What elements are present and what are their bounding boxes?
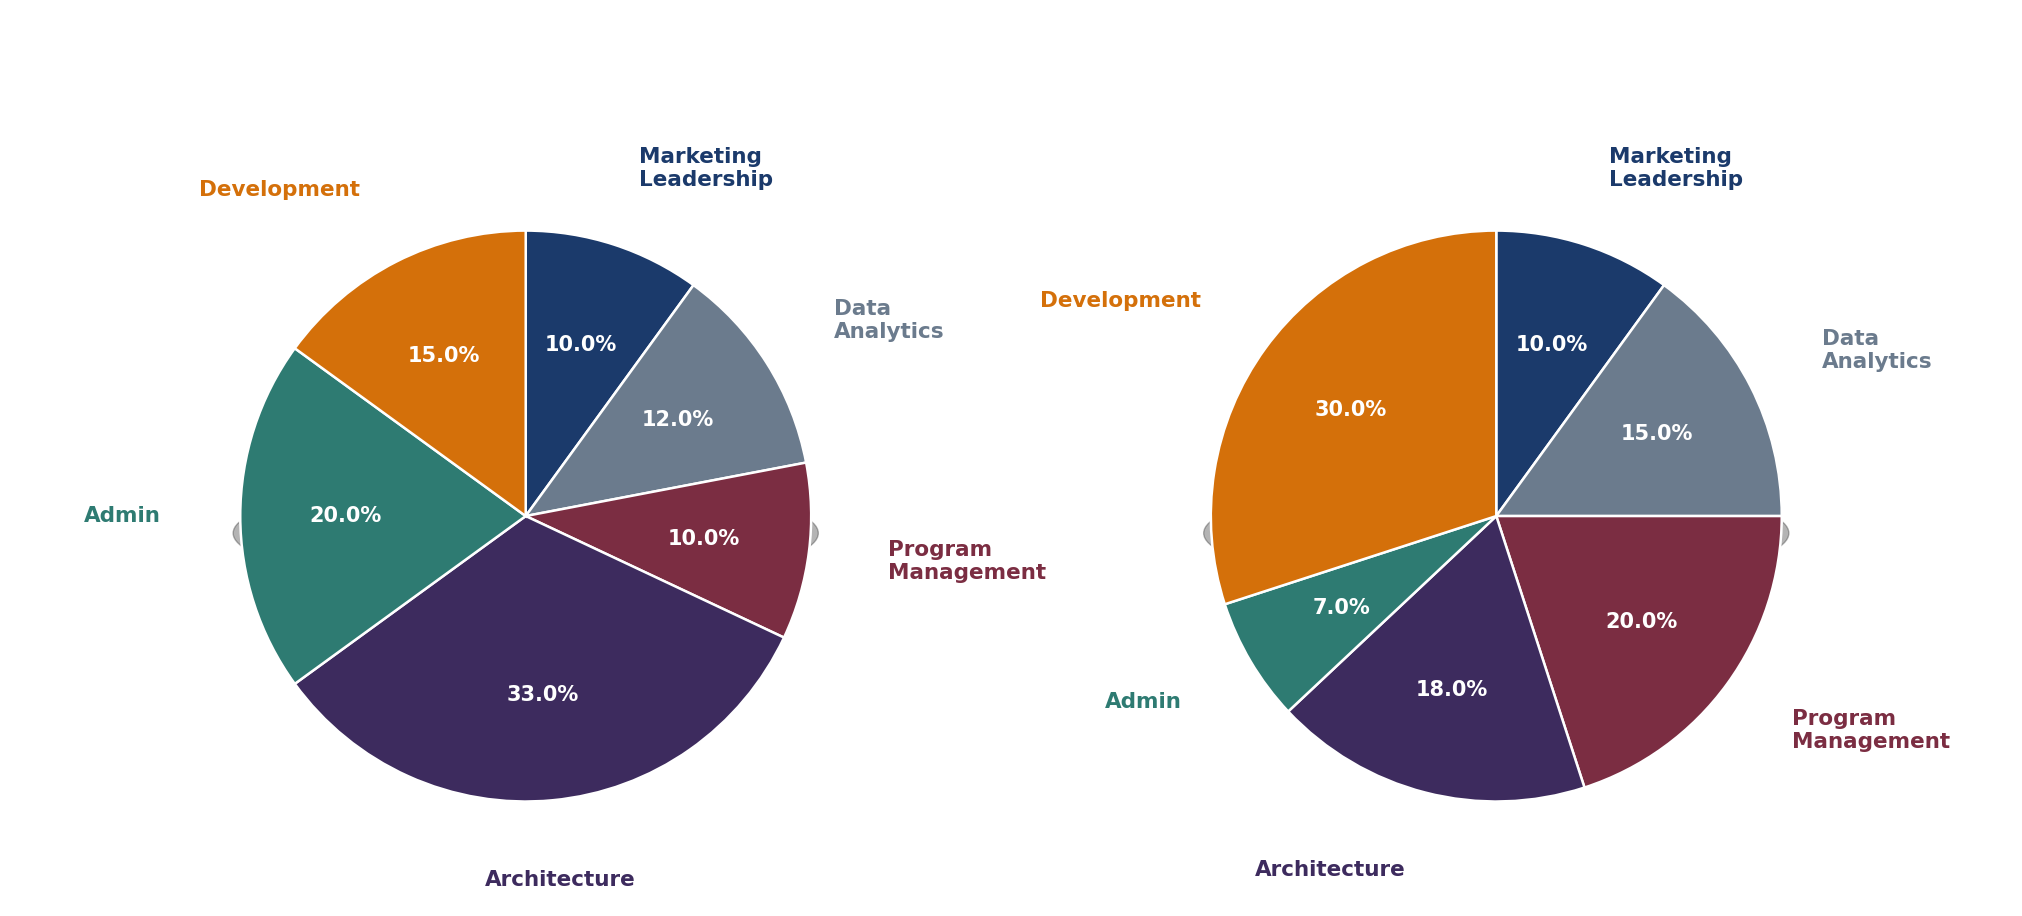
Text: Architecture: Architecture (485, 870, 635, 889)
Ellipse shape (233, 479, 819, 587)
Text: 15.0%: 15.0% (408, 346, 481, 365)
Text: Program
Management: Program Management (1791, 709, 1949, 752)
Text: 18.0%: 18.0% (1415, 681, 1488, 700)
Wedge shape (1496, 516, 1781, 788)
Wedge shape (1496, 231, 1664, 516)
Wedge shape (1496, 285, 1781, 516)
Wedge shape (526, 463, 811, 638)
Text: Development: Development (198, 180, 360, 201)
Wedge shape (241, 348, 526, 684)
Text: Program
Management: Program Management (888, 540, 1045, 583)
Text: 10.0%: 10.0% (1516, 335, 1587, 355)
Wedge shape (526, 231, 694, 516)
Text: 10.0%: 10.0% (667, 529, 740, 549)
Ellipse shape (1203, 479, 1789, 587)
Wedge shape (295, 231, 526, 516)
Text: Architecture: Architecture (1256, 860, 1405, 880)
Wedge shape (526, 285, 807, 516)
Text: 15.0%: 15.0% (1620, 424, 1692, 444)
Text: Admin: Admin (1104, 692, 1181, 712)
Text: Development: Development (1039, 291, 1201, 311)
Text: 20.0%: 20.0% (309, 506, 382, 526)
Text: 20.0%: 20.0% (1605, 612, 1678, 632)
Text: Data
Analytics: Data Analytics (835, 299, 944, 342)
Wedge shape (1288, 516, 1585, 802)
Wedge shape (1225, 516, 1496, 712)
Text: 10.0%: 10.0% (546, 335, 617, 355)
Text: 7.0%: 7.0% (1312, 597, 1371, 617)
Text: Data
Analytics: Data Analytics (1822, 329, 1933, 372)
Text: Marketing
Leadership: Marketing Leadership (1610, 147, 1743, 191)
Text: 12.0%: 12.0% (641, 409, 714, 430)
Wedge shape (1211, 231, 1496, 605)
Text: 33.0%: 33.0% (508, 685, 578, 705)
Text: 30.0%: 30.0% (1314, 400, 1387, 420)
Text: Marketing
Leadership: Marketing Leadership (639, 147, 772, 191)
Text: Admin: Admin (83, 506, 160, 526)
Wedge shape (295, 516, 785, 802)
